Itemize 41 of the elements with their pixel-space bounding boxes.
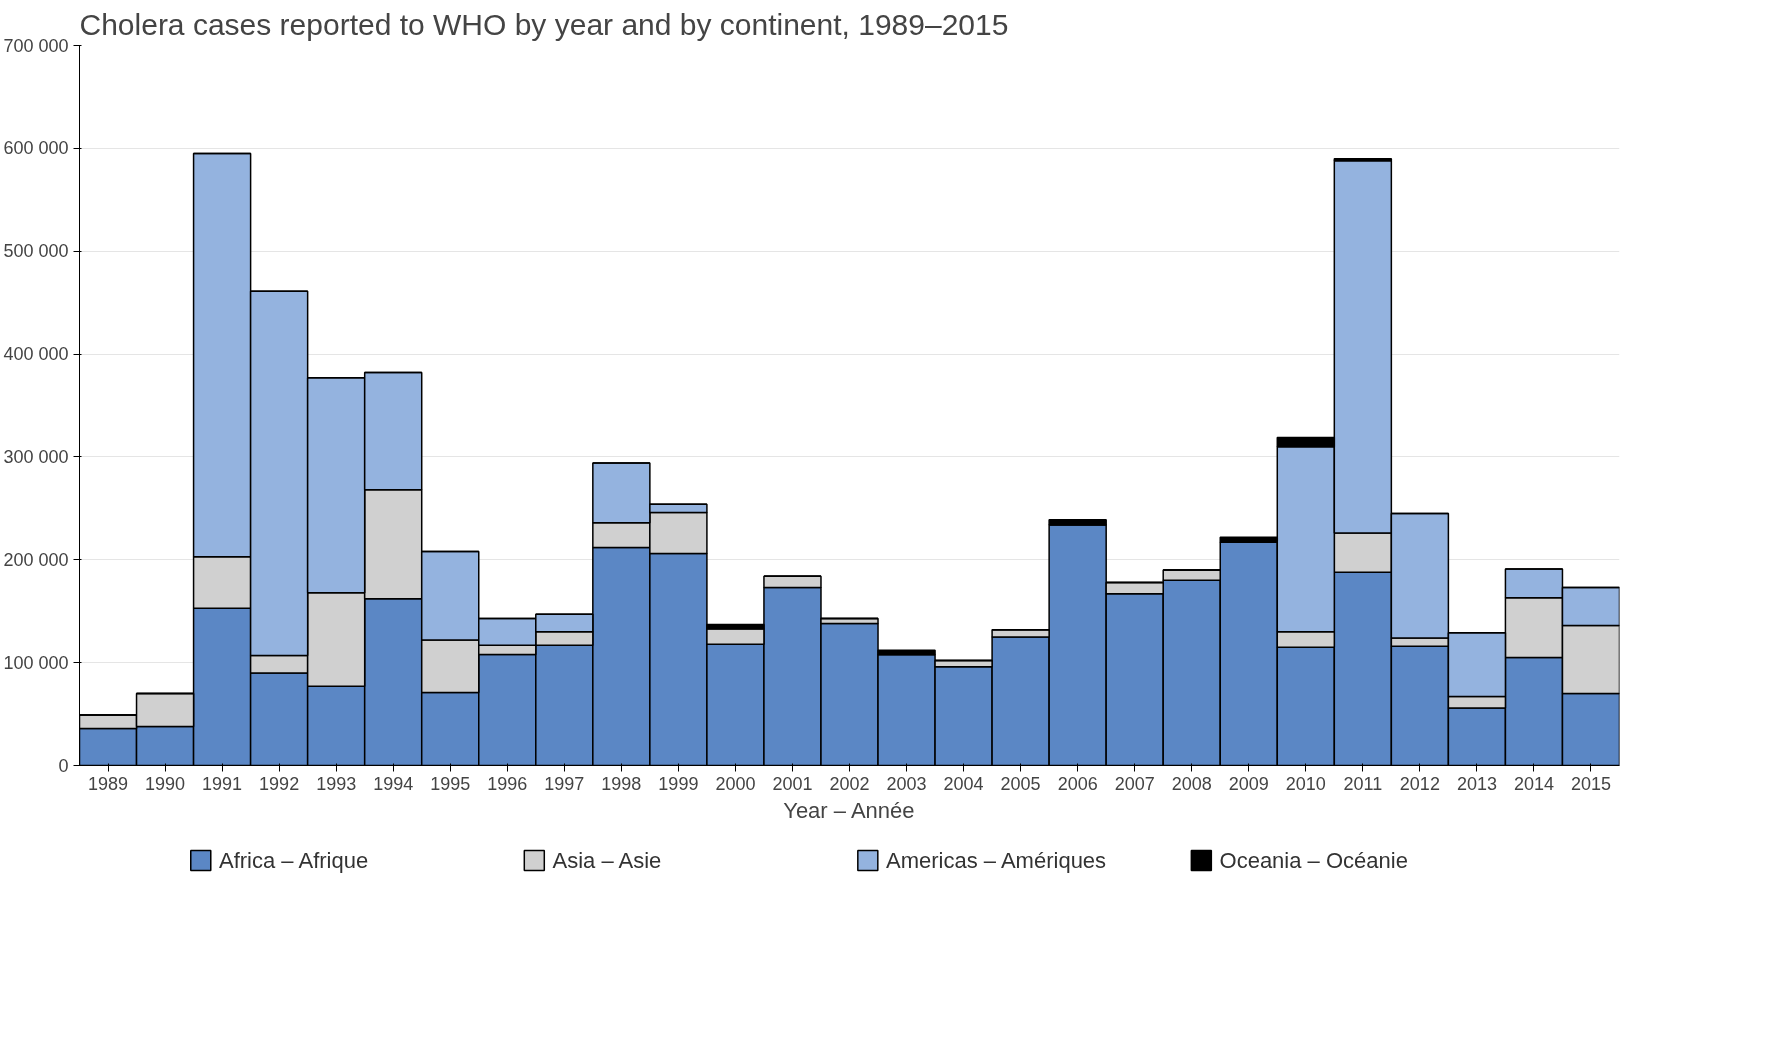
legend-label: Oceania – Océanie: [1219, 848, 1408, 873]
x-tick-label: 1993: [316, 773, 357, 794]
legend-label: Africa – Afrique: [218, 848, 369, 873]
x-tick-label: 2006: [1057, 773, 1098, 794]
x-tick-label: 2011: [1343, 773, 1383, 794]
x-tick-label: 1995: [430, 773, 471, 794]
x-tick-label: 2015: [1570, 773, 1612, 794]
y-tick-label: 500 000: [3, 241, 69, 262]
x-tick-label: 1989: [88, 773, 129, 794]
x-tick-label: 2010: [1285, 773, 1326, 794]
x-tick-label: 1998: [601, 773, 642, 794]
x-tick-label: 1994: [373, 773, 414, 794]
x-tick-label: 2003: [886, 773, 927, 794]
y-tick-label: 400 000: [3, 344, 69, 365]
x-tick-label: 2000: [715, 773, 756, 794]
legend-label: Asia – Asie: [552, 848, 662, 873]
legend-label: Americas – Amériques: [886, 848, 1107, 873]
x-tick-label: 1990: [145, 773, 186, 794]
x-tick-label: 1999: [658, 773, 699, 794]
x-tick-label: 2013: [1456, 773, 1497, 794]
y-tick-label: 0: [58, 755, 69, 776]
x-tick-label: 2014: [1513, 773, 1554, 794]
x-tick-label: 2001: [772, 773, 813, 794]
x-tick-label: 2007: [1114, 773, 1155, 794]
x-tick-label: 1997: [544, 773, 585, 794]
x-tick-label: 2004: [943, 773, 984, 794]
x-tick-label: 1992: [259, 773, 300, 794]
x-tick-label: 1991: [202, 773, 243, 794]
y-tick-label: 700 000: [3, 35, 69, 56]
chart-title: Cholera cases reported to WHO by year and by continent, 1989–2015: [79, 7, 1009, 41]
y-tick-label: 100 000: [3, 652, 69, 673]
y-tick-label: 200 000: [3, 549, 69, 570]
x-tick-label: 2009: [1228, 773, 1269, 794]
x-tick-label: 2005: [1000, 773, 1041, 794]
x-tick-label: 1996: [487, 773, 528, 794]
x-tick-label: 2012: [1399, 773, 1440, 794]
y-tick-label: 600 000: [3, 138, 69, 159]
x-tick-label: 2002: [829, 773, 870, 794]
y-tick-label: 300 000: [3, 446, 69, 467]
x-tick-label: 2008: [1171, 773, 1212, 794]
x-axis-title: Year – Année: [783, 797, 915, 823]
